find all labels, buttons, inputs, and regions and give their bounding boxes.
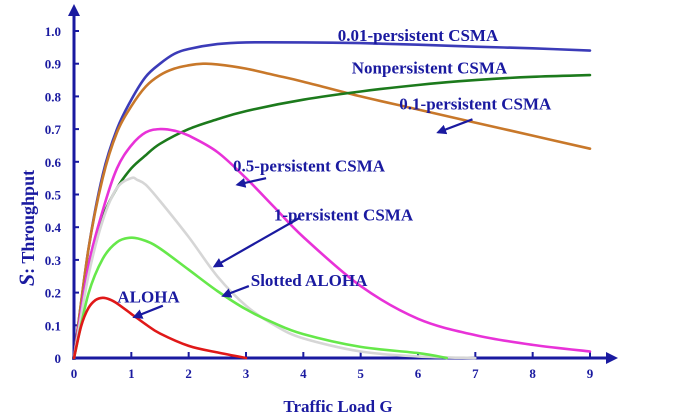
axes: 0 1 2 3 4 5 6 7 8 9 0 0.1 0.2 0.3 0.4 0.5 0.6 0.7 0.8 0.9 1.… xyxy=(45,4,618,381)
y-tick-label: 0.4 xyxy=(45,220,62,235)
y-tick-label: 0.2 xyxy=(45,286,61,301)
annotations: 0.01-persistent CSMA Nonpersistent CSMA 0.… xyxy=(117,26,552,319)
x-tick-label: 1 xyxy=(128,366,135,381)
series-line-aloha xyxy=(72,296,248,360)
y-tick-label: 0 xyxy=(55,351,62,366)
x-tick-label: 4 xyxy=(300,366,307,381)
y-tick-label: 0.5 xyxy=(45,188,62,203)
series-line-nonpersistent xyxy=(72,62,592,360)
x-tick-label: 7 xyxy=(472,366,479,381)
series-label: Nonpersistent CSMA xyxy=(352,59,508,78)
x-tick-label: 6 xyxy=(415,366,422,381)
series-line-slotted xyxy=(72,236,448,360)
y-tick-label: 0.6 xyxy=(45,155,62,170)
annotation-arrow xyxy=(235,177,267,188)
annotation-arrow xyxy=(212,216,302,268)
y-tick-label: 0.3 xyxy=(45,253,62,268)
y-tick-label: 0.9 xyxy=(45,57,62,72)
series-lines xyxy=(72,40,592,360)
x-tick-label: 0 xyxy=(71,366,78,381)
x-axis-title: Traffic Load G xyxy=(283,397,392,416)
series-label: 0.01-persistent CSMA xyxy=(338,26,499,45)
annotation-arrow xyxy=(436,118,473,135)
annotation-arrow xyxy=(221,285,250,298)
x-tick-label: 9 xyxy=(587,366,594,381)
y-axis-title-symbol: S xyxy=(14,274,39,286)
x-tick-label: 5 xyxy=(357,366,364,381)
x-tick-label: 2 xyxy=(185,366,192,381)
y-tick-label: 0.8 xyxy=(45,89,62,104)
x-tick-label: 8 xyxy=(529,366,536,381)
y-tick-label: 1.0 xyxy=(45,24,61,39)
series-label: 1-persistent CSMA xyxy=(274,206,414,225)
series-label: Slotted ALOHA xyxy=(251,271,368,290)
series-line-p05 xyxy=(72,127,592,360)
y-axis-title-text: : Throughput xyxy=(18,170,38,274)
x-tick-label: 3 xyxy=(243,366,250,381)
series-line-p1 xyxy=(72,176,477,360)
series-label: 0.5-persistent CSMA xyxy=(233,157,386,176)
series-label: ALOHA xyxy=(117,287,180,306)
annotation-arrow xyxy=(132,304,164,319)
series-label: 0.1-persistent CSMA xyxy=(399,94,552,113)
y-axis-title: S: Throughput xyxy=(14,170,39,286)
y-tick-label: 0.1 xyxy=(45,318,61,333)
y-tick-label: 0.7 xyxy=(45,122,62,137)
